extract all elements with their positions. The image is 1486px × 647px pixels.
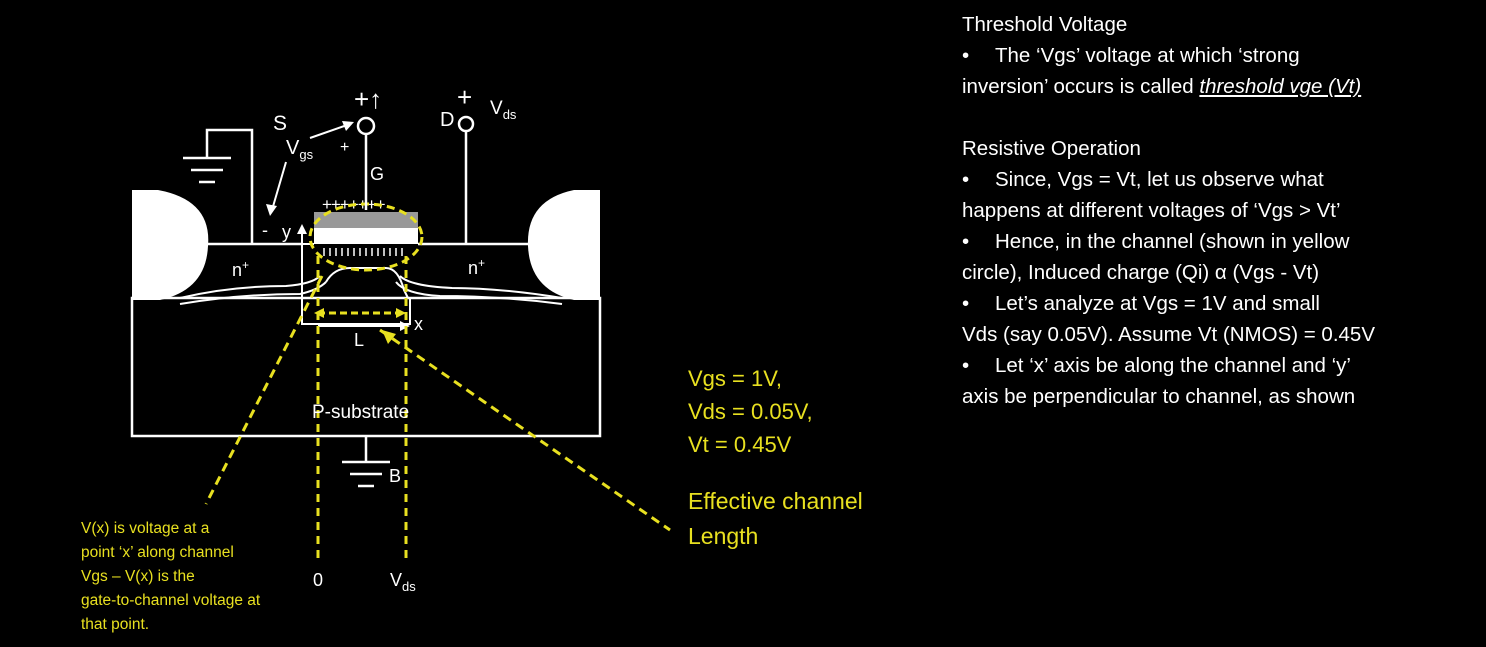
field-oxide-left bbox=[132, 190, 209, 300]
drain-plus-sign: + bbox=[457, 82, 472, 112]
gate-oxide bbox=[314, 212, 418, 232]
effective-length-pointer-head bbox=[382, 330, 396, 344]
zero-label: 0 bbox=[313, 570, 323, 590]
threshold-term: threshold vge (Vt) bbox=[1199, 75, 1362, 98]
gate-terminal-icon bbox=[356, 116, 376, 136]
drain-terminal-icon bbox=[457, 115, 475, 133]
y-axis-label: y bbox=[282, 222, 291, 242]
resistive-bullet-2-cont: circle), Induced charge (Qi) α (Vgs - Vt… bbox=[962, 261, 1320, 284]
vgs-label: Vgs bbox=[286, 137, 314, 162]
body-ground-icon bbox=[342, 436, 390, 488]
vds-bottom-label: Vds bbox=[390, 570, 416, 594]
vds-top-label: Vds bbox=[490, 98, 517, 122]
param-vgs: Vgs = 1V, bbox=[688, 366, 782, 391]
y-axis-arrow-head bbox=[297, 224, 307, 234]
vx-explanation-note: V(x) is voltage at a point ‘x’ along cha… bbox=[81, 520, 261, 633]
field-oxide-right bbox=[527, 190, 600, 300]
gate-plus-up-label: +↑ bbox=[354, 84, 382, 114]
n-plus-drain-label: n+ bbox=[468, 256, 485, 278]
threshold-bullet-cont: inversion’ occurs is called threshold vg… bbox=[962, 75, 1362, 98]
channel-region-outline bbox=[301, 244, 411, 325]
note-pointer-line bbox=[204, 275, 324, 505]
n-plus-boundary-right bbox=[399, 275, 563, 299]
vgs-arrow-up bbox=[309, 123, 351, 139]
threshold-bullet: • The ‘Vgs’ voltage at which ‘strong bbox=[962, 44, 1300, 67]
effective-length-pointer-line bbox=[379, 328, 671, 532]
resistive-bullet-2: • Hence, in the channel (shown in yellow bbox=[962, 230, 1350, 253]
n-plus-source-label: n+ bbox=[232, 258, 249, 280]
drain-label: D bbox=[440, 109, 454, 131]
body-label: B bbox=[389, 466, 401, 486]
effective-channel-length-label: Effective channel Length bbox=[688, 488, 863, 549]
parameter-values: Vgs = 1V, Vds = 0.05V, Vt = 0.45V bbox=[688, 362, 948, 461]
induced-electrons bbox=[323, 248, 403, 256]
resistive-bullet-1: • Since, Vgs = Vt, let us observe what bbox=[962, 168, 1324, 191]
resistive-bullet-3-cont: Vds (say 0.05V). Assume Vt (NMOS) = 0.45… bbox=[962, 323, 1376, 346]
x-axis-label: x bbox=[414, 314, 423, 334]
resistive-bullet-4: • Let ‘x’ axis be along the channel and ‘… bbox=[962, 354, 1351, 377]
resistive-bullet-4-cont: axis be perpendicular to channel, as sho… bbox=[962, 385, 1356, 408]
resistive-bullet-3: • Let’s analyze at Vgs = 1V and small bbox=[962, 292, 1320, 315]
length-label: L bbox=[354, 330, 364, 350]
vgs-arrow-down bbox=[271, 161, 287, 211]
vgs-arrow-up-head bbox=[342, 121, 354, 131]
resistive-heading: Resistive Operation bbox=[962, 137, 1141, 160]
channel-depletion-edge bbox=[325, 267, 409, 299]
vgs-minus-sign: - bbox=[262, 220, 268, 240]
p-substrate-label: P-substrate bbox=[312, 402, 409, 423]
resistive-bullet-1-cont: happens at different voltages of ‘Vgs > … bbox=[962, 199, 1341, 222]
vgs-plus-sign: + bbox=[340, 139, 349, 156]
n-plus-boundary-left bbox=[179, 275, 321, 299]
source-label: S bbox=[273, 112, 287, 135]
vgs-arrow-down-head bbox=[266, 204, 277, 216]
notes-panel: Threshold Voltage • The ‘Vgs’ voltage at … bbox=[962, 9, 1472, 412]
param-vds: Vds = 0.05V, bbox=[688, 399, 813, 424]
param-vt: Vt = 0.45V bbox=[688, 432, 792, 457]
gate-electrode bbox=[314, 228, 418, 244]
threshold-heading: Threshold Voltage bbox=[962, 13, 1128, 36]
channel-length-arrow-right bbox=[396, 308, 406, 318]
source-ground-icon bbox=[183, 128, 254, 244]
gate-label: G bbox=[370, 164, 384, 184]
